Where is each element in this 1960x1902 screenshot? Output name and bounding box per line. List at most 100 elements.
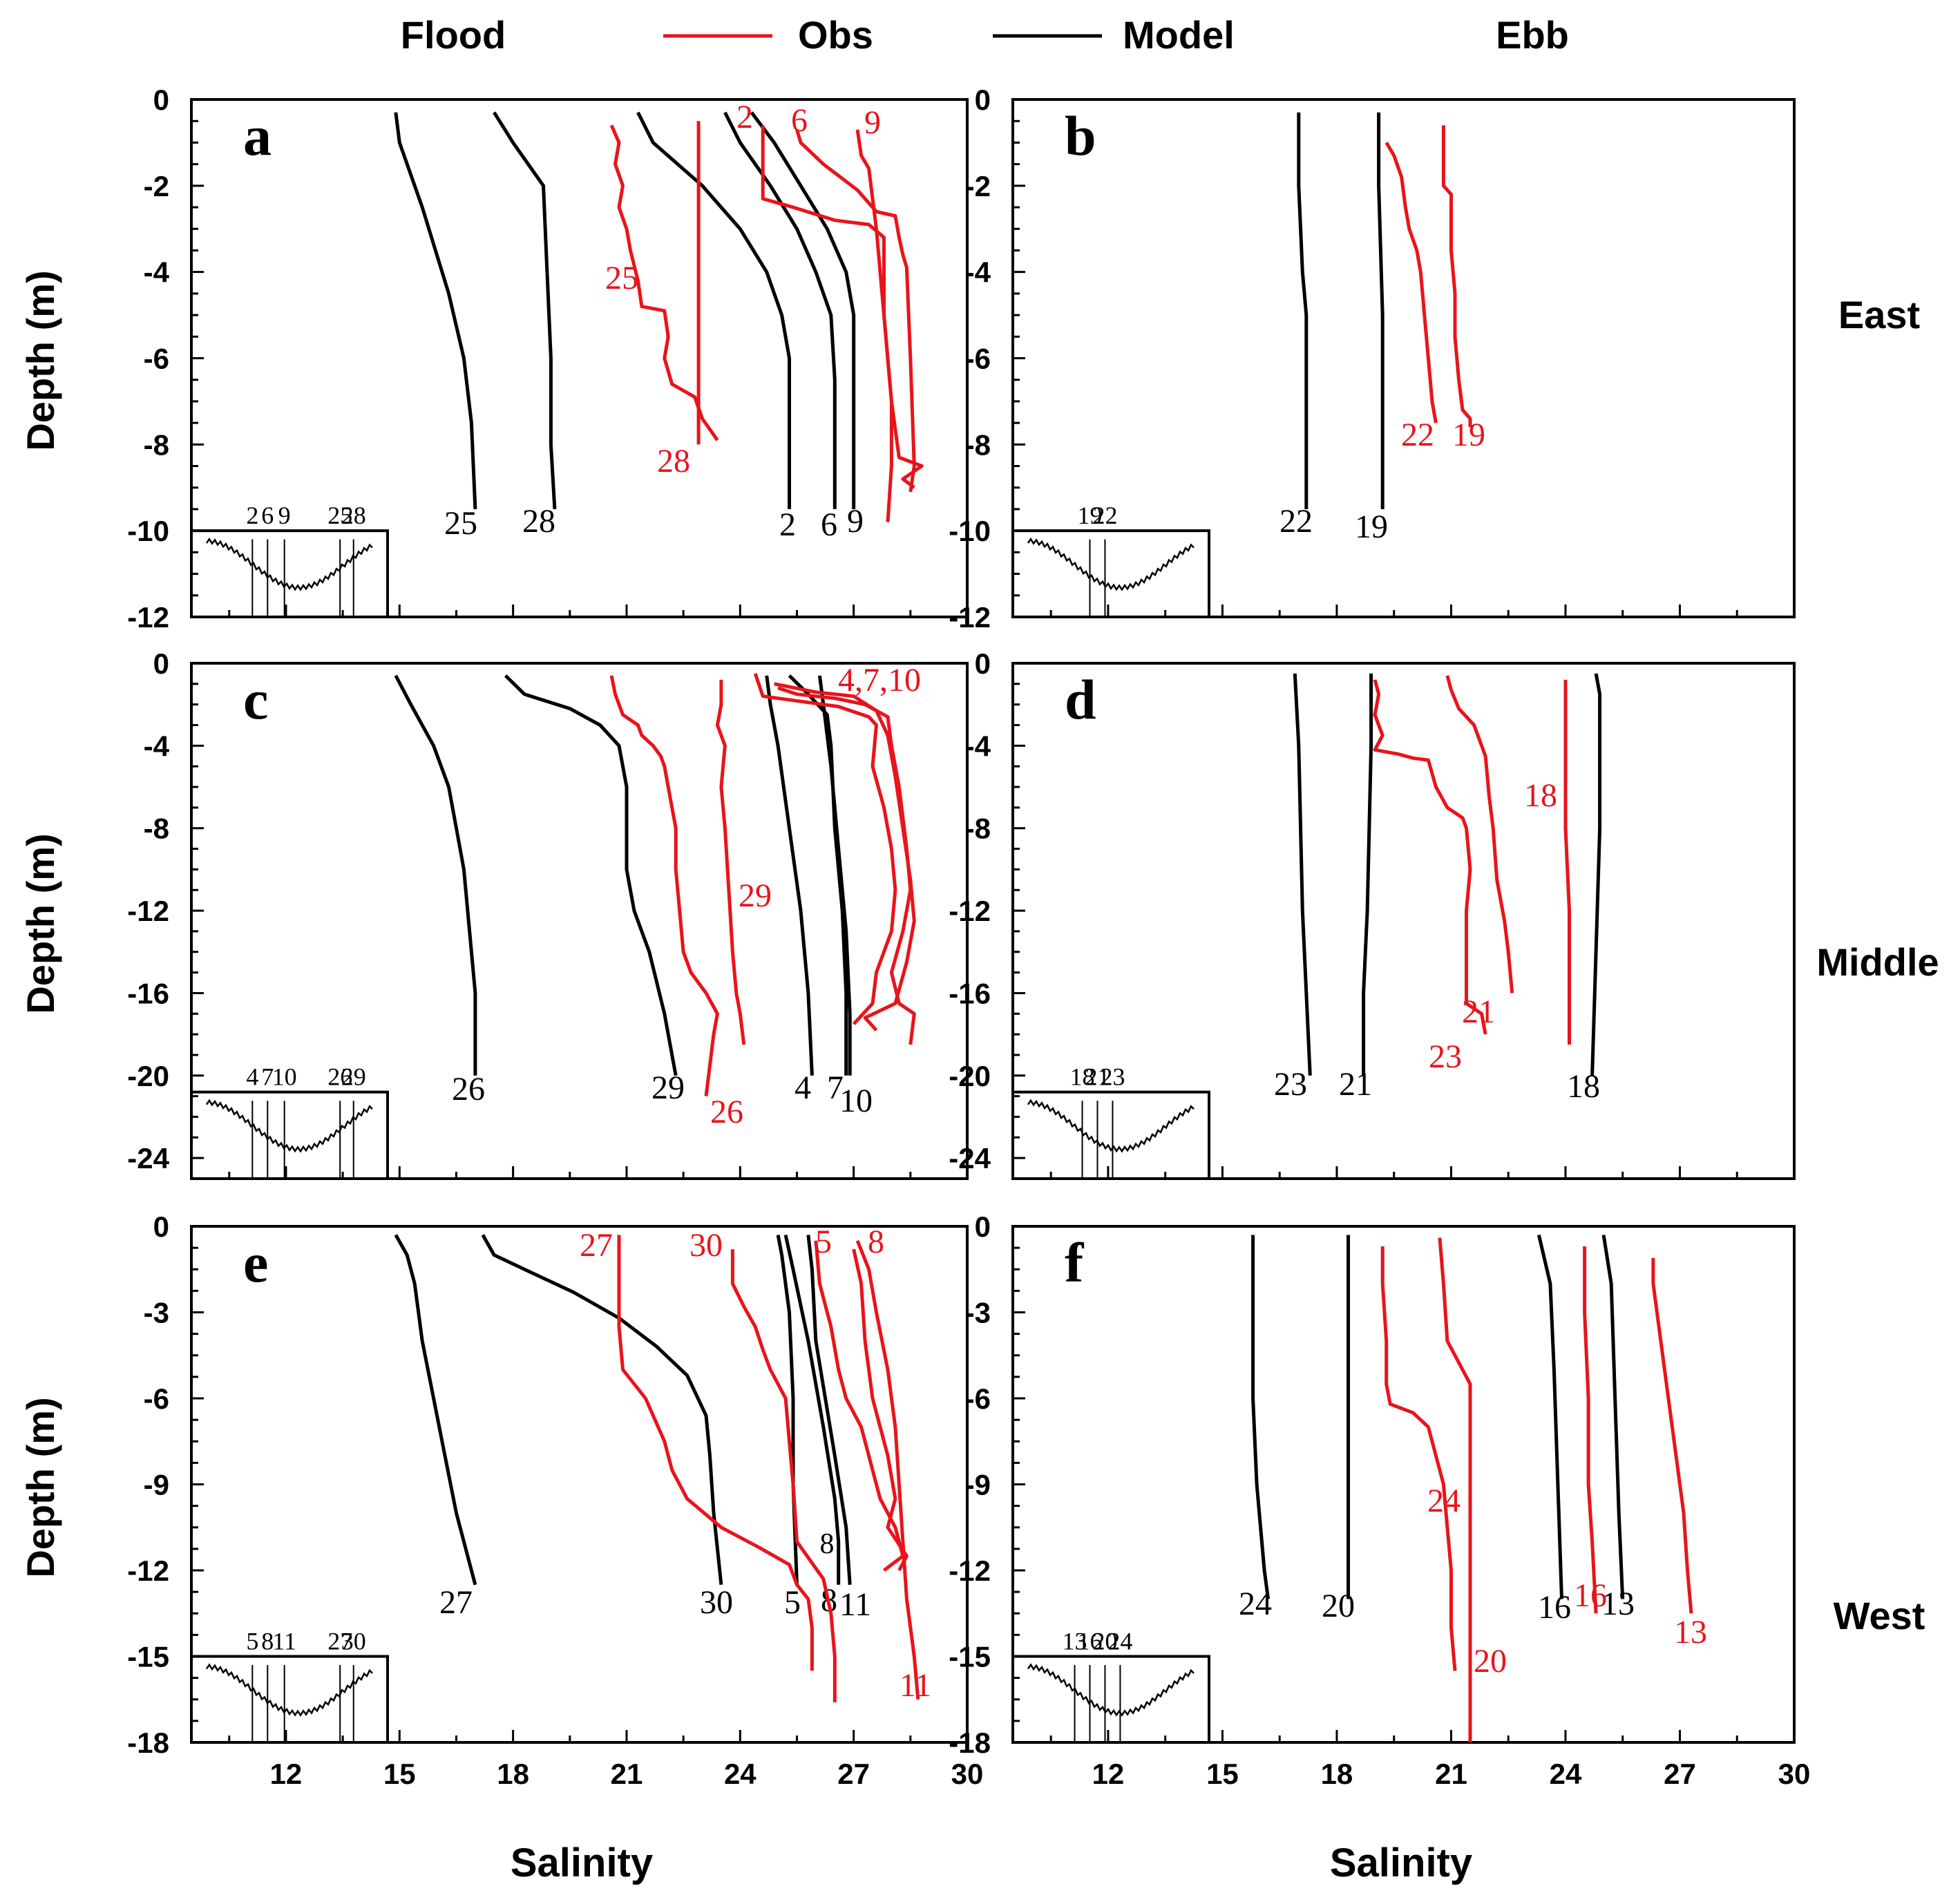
ebb-label: Ebb	[1496, 13, 1569, 57]
obs-profile-label: 5	[815, 1224, 832, 1260]
obs-profile-5	[814, 1240, 905, 1572]
x-axis	[1049, 605, 1796, 617]
model-profile-2	[636, 111, 791, 509]
y-tick-label: 0	[975, 84, 991, 116]
obs-profile-25	[609, 124, 719, 441]
model-profile-13	[1601, 1235, 1625, 1599]
model-profile-18	[1590, 673, 1602, 1076]
model-profile-label: 21	[1339, 1066, 1372, 1103]
x-axis-label-right: Salinity	[1330, 1841, 1472, 1885]
y-axis-label-east: Depth (m)	[19, 270, 62, 450]
model-profile-label-inner: 8	[820, 1528, 835, 1560]
inset-label: 21	[1085, 1063, 1110, 1091]
y-tick-label: -6	[965, 343, 991, 375]
y-tick-label: -20	[949, 1060, 991, 1092]
top-legend: Flood Obs Model Ebb	[401, 13, 1569, 57]
model-profile-23	[1293, 673, 1312, 1076]
obs-profile-label: 26	[710, 1094, 743, 1130]
model-profile-label: 25	[444, 505, 477, 542]
x-tick-label: 21	[611, 1758, 643, 1790]
model-profile-24	[1251, 1235, 1271, 1599]
inset-label: 2	[246, 502, 258, 529]
x-axis-label-left: Salinity	[511, 1841, 653, 1885]
inset-tide-curve	[205, 1099, 373, 1153]
inset-tide-curve	[1027, 538, 1195, 591]
obs-profile-20	[1438, 1237, 1472, 1742]
y-tick-label: -4	[144, 256, 170, 289]
inset-tide-curve	[1027, 1663, 1195, 1717]
model-profile-label: 27	[439, 1584, 473, 1621]
obs-profile-label: 20	[1474, 1643, 1507, 1680]
y-tick-label: -8	[965, 428, 991, 461]
panel-letter: a	[243, 104, 272, 167]
y-tick-label: -20	[127, 1060, 169, 1092]
model-profile-9	[750, 111, 856, 509]
y-tick-label: -10	[127, 515, 169, 547]
x-tick-label: 12	[270, 1758, 303, 1790]
obs-profile-24	[1380, 1246, 1457, 1671]
y-tick-label: -18	[127, 1727, 169, 1759]
obs-profile-6	[795, 129, 916, 493]
y-tick-label: -8	[144, 428, 169, 461]
inset-frame	[1011, 1655, 1210, 1744]
inset-label: 13	[1063, 1628, 1087, 1655]
x-tick-label: 12	[1092, 1758, 1125, 1790]
x-tick-label: 15	[1206, 1758, 1239, 1790]
inset-label: 26	[327, 1063, 352, 1091]
model-profile-11	[806, 1235, 852, 1585]
y-tick-label: -6	[144, 343, 169, 375]
inset-label: 11	[272, 1628, 296, 1655]
model-profile-label: 20	[1322, 1588, 1355, 1624]
model-profile-label: 5	[784, 1584, 801, 1621]
model-profile-label: 22	[1279, 503, 1313, 540]
y-tick-label: -15	[127, 1641, 169, 1673]
model-profile-26	[394, 674, 477, 1076]
y-tick-label: -10	[949, 515, 991, 547]
obs-profile-label: 24	[1427, 1483, 1461, 1519]
y-axis: 0 -2 -4 -6 -8 -10 -12	[949, 84, 1025, 634]
y-tick-label: 0	[975, 1210, 991, 1243]
y-tick-label: -2	[965, 170, 991, 202]
inset-frame	[190, 529, 389, 619]
x-tick-label: 24	[1550, 1758, 1582, 1790]
inset-label: 20	[1092, 1628, 1117, 1655]
model-profile-27	[394, 1234, 477, 1586]
y-tick-label: 0	[153, 84, 169, 116]
y-axis: 0 -4 -8 -12 -16 -20 -24	[127, 647, 204, 1180]
y-tick-label: -12	[127, 1554, 169, 1587]
obs-profile-26	[609, 675, 719, 1096]
y-tick-label: -12	[949, 601, 991, 634]
y-tick-label: -2	[144, 170, 169, 202]
obs-profile-9	[855, 129, 924, 489]
model-profile-label: 13	[1601, 1586, 1635, 1622]
y-axis-label-middle: Depth (m)	[19, 833, 62, 1014]
obs-profile-22	[1385, 142, 1438, 424]
obs-profile-label: 22	[1401, 417, 1434, 453]
model-profile-label: 11	[839, 1586, 871, 1623]
inset-label: 28	[341, 502, 366, 529]
obs-profile-4-7-10-c-	[774, 682, 916, 1031]
model-profile-label: 7	[827, 1069, 844, 1106]
model-profile-label: 23	[1274, 1066, 1307, 1103]
row-title-middle: Middle	[1816, 940, 1939, 984]
x-tick-label: 15	[383, 1758, 416, 1790]
x-axis: 12 15 18 21 24 27 30	[1049, 1730, 1810, 1790]
y-tick-label: -12	[127, 895, 169, 927]
obs-profile-label: 6	[791, 102, 808, 139]
obs-profile-label: 13	[1674, 1614, 1707, 1651]
y-tick-label: -24	[127, 1142, 169, 1175]
inset-label: 22	[1092, 502, 1117, 529]
y-tick-label: 0	[153, 1210, 169, 1243]
model-profile-label: 2	[779, 506, 796, 543]
model-profile-label: 18	[1567, 1068, 1600, 1105]
y-tick-label: -15	[949, 1641, 991, 1673]
y-axis: 0 -2 -4 -6 -8 -10 -12	[127, 84, 204, 634]
row-title-east: East	[1838, 293, 1920, 336]
